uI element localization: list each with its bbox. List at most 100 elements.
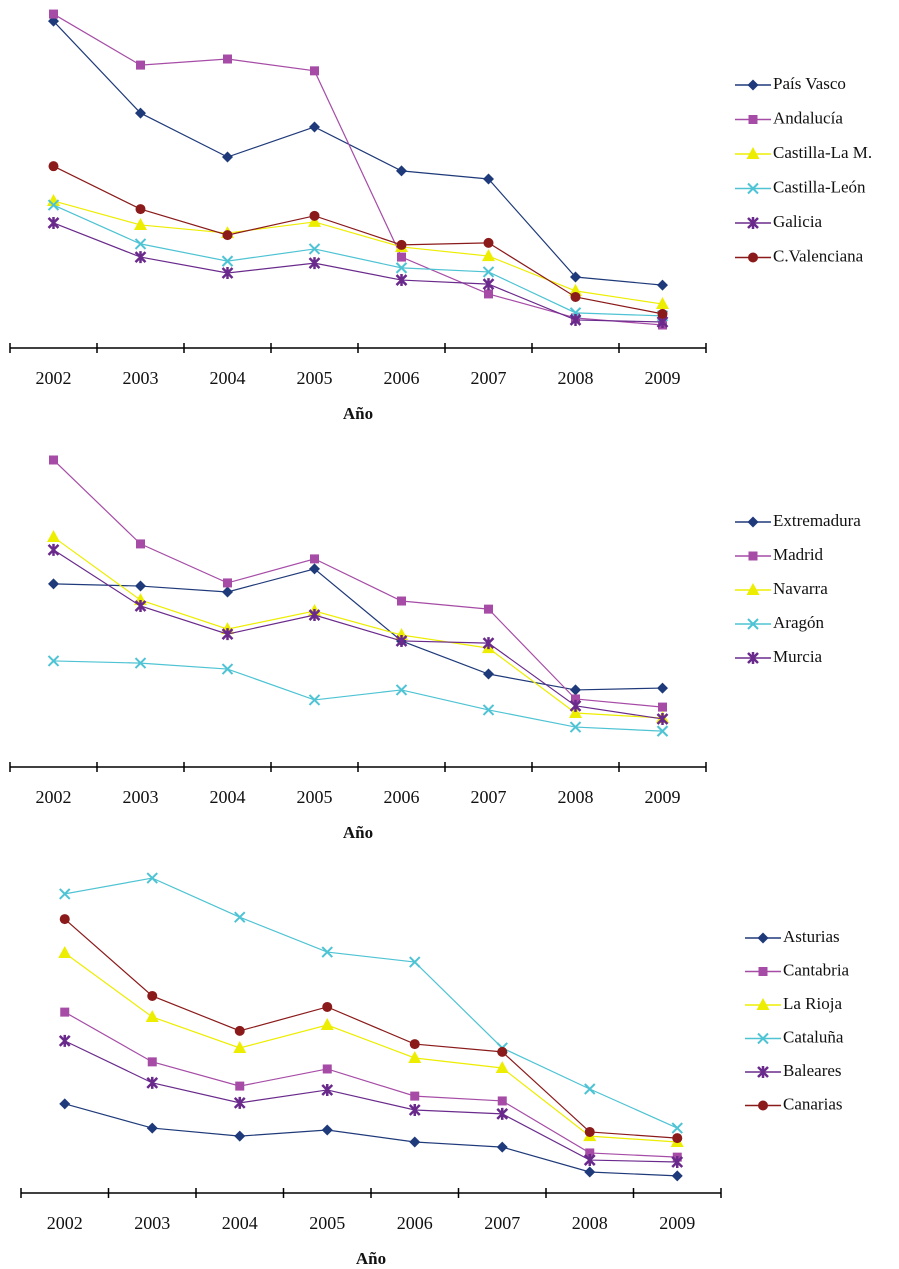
marker bbox=[48, 161, 59, 172]
marker bbox=[136, 60, 145, 70]
marker bbox=[322, 1001, 333, 1012]
series-line bbox=[53, 20, 663, 286]
x-tick-label: 2003 bbox=[123, 368, 159, 388]
marker bbox=[571, 694, 580, 704]
marker bbox=[146, 1076, 159, 1089]
legend-marker bbox=[748, 551, 758, 561]
marker bbox=[308, 214, 321, 227]
legend-label: La Rioja bbox=[783, 994, 842, 1013]
marker bbox=[569, 283, 582, 296]
marker bbox=[395, 634, 408, 647]
marker bbox=[221, 255, 234, 267]
legend-marker bbox=[757, 932, 769, 944]
marker bbox=[482, 249, 495, 262]
marker bbox=[221, 663, 234, 675]
marker bbox=[497, 1046, 508, 1057]
marker bbox=[221, 266, 234, 279]
x-tick-label: 2007 bbox=[471, 787, 507, 807]
marker bbox=[134, 600, 147, 613]
x-tick-label: 2005 bbox=[309, 1213, 345, 1233]
x-axis-title: Año bbox=[343, 404, 373, 423]
marker bbox=[221, 628, 234, 641]
marker bbox=[309, 563, 320, 575]
legend-label: Cantabria bbox=[783, 960, 850, 979]
marker bbox=[308, 609, 321, 622]
marker bbox=[136, 539, 145, 549]
series-line bbox=[53, 568, 663, 691]
marker bbox=[134, 217, 147, 230]
series-line bbox=[53, 459, 663, 708]
x-tick-label: 2006 bbox=[384, 368, 420, 388]
marker bbox=[49, 9, 58, 19]
series-line bbox=[64, 918, 678, 1139]
marker bbox=[583, 1154, 596, 1167]
marker bbox=[584, 1166, 596, 1178]
series-line bbox=[64, 877, 678, 1129]
marker bbox=[570, 291, 581, 302]
marker bbox=[397, 252, 406, 262]
marker bbox=[395, 684, 408, 696]
marker bbox=[145, 1009, 159, 1022]
series-line bbox=[64, 1103, 678, 1177]
marker bbox=[222, 230, 233, 241]
legend-marker bbox=[747, 618, 759, 630]
marker bbox=[308, 257, 321, 270]
marker bbox=[310, 66, 319, 76]
marker bbox=[410, 1091, 420, 1101]
marker bbox=[656, 297, 669, 310]
marker bbox=[309, 210, 320, 221]
legend-marker bbox=[756, 998, 770, 1010]
marker bbox=[570, 684, 581, 696]
marker bbox=[322, 1064, 332, 1074]
legend-label: Galicia bbox=[773, 212, 823, 231]
legend-label: Canarias bbox=[783, 1094, 842, 1113]
marker bbox=[134, 657, 147, 669]
marker bbox=[409, 1136, 421, 1148]
marker bbox=[134, 251, 147, 264]
x-tick-label: 2004 bbox=[222, 1213, 258, 1233]
marker bbox=[408, 1103, 421, 1116]
chart: 2002 2003 2004 2005 2006 2007 2008 2009 Año País … bbox=[9, 9, 872, 423]
legend-label: Aragón bbox=[773, 613, 824, 632]
marker bbox=[47, 655, 60, 667]
marker bbox=[484, 604, 493, 614]
marker bbox=[147, 990, 158, 1001]
marker bbox=[48, 578, 59, 590]
legend-marker bbox=[758, 967, 768, 976]
marker bbox=[482, 278, 495, 291]
marker bbox=[656, 725, 669, 737]
legend-marker bbox=[757, 1066, 769, 1078]
marker bbox=[146, 1122, 158, 1134]
legend-label: País Vasco bbox=[773, 74, 846, 93]
marker bbox=[396, 239, 407, 250]
marker bbox=[223, 54, 232, 64]
legend-label: Murcia bbox=[773, 647, 823, 666]
marker bbox=[482, 704, 495, 716]
x-tick-label: 2007 bbox=[471, 368, 507, 388]
marker bbox=[234, 1025, 245, 1036]
legend-label: Madrid bbox=[773, 545, 824, 564]
x-tick-label: 2006 bbox=[397, 1213, 433, 1233]
marker bbox=[321, 946, 333, 958]
marker bbox=[671, 1155, 684, 1168]
series-line bbox=[53, 200, 663, 305]
chart: 2002 2003 2004 2005 2006 2007 2008 2009 Año Extre… bbox=[9, 455, 861, 842]
marker bbox=[584, 1083, 596, 1095]
legend-marker bbox=[747, 79, 759, 91]
marker bbox=[496, 1107, 509, 1120]
marker bbox=[135, 107, 146, 119]
x-tick-label: 2005 bbox=[297, 368, 333, 388]
marker bbox=[47, 543, 60, 556]
legend-label: Baleares bbox=[783, 1061, 842, 1080]
marker bbox=[482, 637, 495, 650]
marker bbox=[59, 888, 71, 900]
marker bbox=[569, 721, 582, 733]
x-axis-title: Año bbox=[356, 1249, 386, 1268]
x-tick-label: 2006 bbox=[384, 787, 420, 807]
x-tick-label: 2009 bbox=[659, 1213, 695, 1233]
marker bbox=[408, 1050, 422, 1063]
marker bbox=[395, 262, 408, 274]
legend-label: Castilla-León bbox=[773, 177, 866, 196]
x-tick-label: 2009 bbox=[645, 787, 681, 807]
